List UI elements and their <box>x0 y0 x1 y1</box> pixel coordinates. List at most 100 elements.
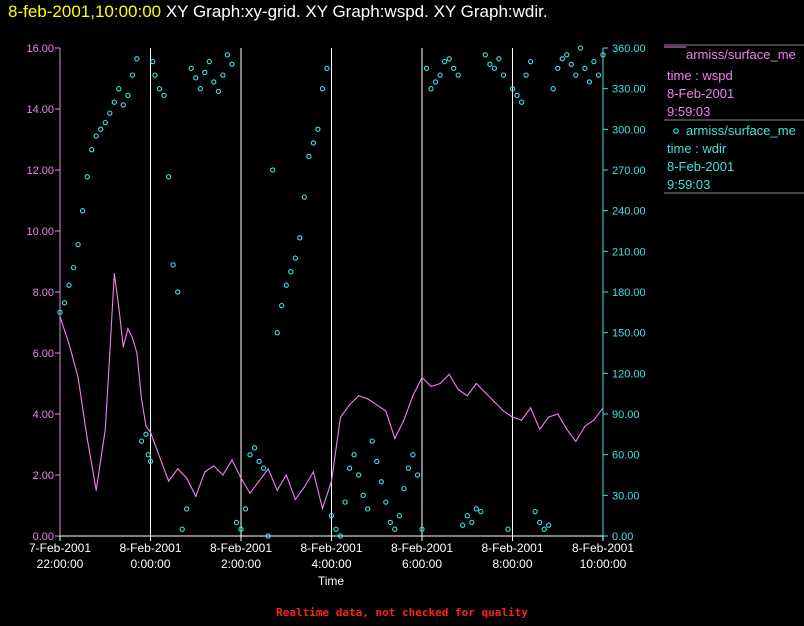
x-axis-tick-time: 2:00:00 <box>221 557 261 571</box>
wspd-point <box>484 392 486 394</box>
wdir-point <box>365 506 371 512</box>
wspd-point <box>249 492 251 494</box>
legend-wspd-variable: time : wspd <box>667 68 733 83</box>
right-axis-tick-label: 0.00 <box>612 531 633 543</box>
wspd-point <box>168 480 170 482</box>
wdir-point <box>79 208 86 214</box>
x-axis-tick-date: 8-Feb-2001 <box>391 541 453 555</box>
x-axis-tick-date: 7-Feb-2001 <box>29 541 91 555</box>
left-axis-tick-label: 0.00 <box>33 531 54 543</box>
wdir-point <box>120 102 126 108</box>
wdir-point <box>129 72 136 78</box>
wspd-point <box>493 401 495 403</box>
legend-wspd-time: 9:59:03 <box>667 104 710 119</box>
wspd-point <box>530 407 532 409</box>
wspd-point <box>539 428 541 430</box>
wspd-point <box>367 398 369 400</box>
wspd-point <box>122 346 124 348</box>
wdir-point <box>175 289 181 295</box>
wspd-point <box>113 273 115 275</box>
wdir-point <box>405 465 412 471</box>
x-axis-tick-time: 6:00:00 <box>402 557 442 571</box>
wdir-point <box>247 452 253 458</box>
left-y-axis: 0.00 2.00 4.00 6.00 8.00 10.00 12.00 14.00 16.00 <box>26 43 61 543</box>
wspd-point <box>557 413 559 415</box>
wspd-point <box>593 419 595 421</box>
wdir-point <box>279 302 285 309</box>
wdir-point <box>274 330 280 336</box>
x-axis-tick-date: 8-Feb-2001 <box>300 541 362 555</box>
wdir-point <box>310 140 317 146</box>
right-axis-tick-label: 180.00 <box>612 287 646 299</box>
wdir-point <box>518 99 525 105</box>
wdir-point <box>527 58 534 65</box>
wspd-point <box>457 389 459 391</box>
wdir-point <box>84 174 90 180</box>
wdir-point <box>573 72 579 78</box>
wdir-point <box>423 65 430 71</box>
wdir-point <box>229 61 235 67</box>
wspd-point <box>95 489 97 491</box>
wspd-point <box>276 489 278 491</box>
wdir-point <box>537 519 543 526</box>
wdir-point <box>432 79 439 85</box>
wspd-point <box>394 437 396 439</box>
wdir-point <box>591 58 597 65</box>
wdir-point <box>328 513 335 519</box>
wdir-point <box>301 194 307 200</box>
wdir-point <box>392 526 398 532</box>
legend-wdir-time: 9:59:03 <box>667 177 710 192</box>
legend-wdir-circle-marker <box>673 128 679 134</box>
wdir-point <box>89 147 95 153</box>
wdir-point <box>215 88 222 95</box>
wdir-point <box>161 92 167 99</box>
wdir-point <box>478 508 484 515</box>
wspd-point <box>127 328 129 330</box>
x-axis-tick-date: 8-Feb-2001 <box>210 541 272 555</box>
wdir-point <box>224 52 231 58</box>
wdir-point <box>437 72 443 78</box>
wdir-point <box>306 153 312 160</box>
wdir-point <box>360 492 366 498</box>
wspd-point <box>602 407 604 409</box>
right-axis-tick-label: 330.00 <box>612 84 646 96</box>
wspd-point <box>303 486 305 488</box>
wdir-point <box>107 110 113 116</box>
wdir-point <box>514 92 520 99</box>
wdir-point <box>356 472 362 478</box>
wdir-point <box>147 458 154 465</box>
wdir-point <box>220 72 226 78</box>
wdir-point <box>505 526 511 532</box>
wdir-point <box>523 72 529 78</box>
wspd-point <box>312 471 314 473</box>
wdir-point <box>346 465 353 471</box>
wdir-point <box>496 56 502 62</box>
wdir-point <box>419 526 425 532</box>
wdir-point <box>319 86 326 92</box>
wdir-point <box>251 445 258 451</box>
wdir-point <box>455 72 461 78</box>
wdir-point <box>374 458 380 465</box>
wspd-point <box>131 337 133 339</box>
wdir-point <box>145 452 151 458</box>
wdir-point <box>233 519 240 526</box>
wdir-point <box>387 519 393 526</box>
wspd-point <box>68 343 70 345</box>
wdir-point <box>401 485 407 492</box>
legend: armiss/surface_me time : wspd 8-Feb-2001… <box>664 44 804 194</box>
wdir-point <box>333 526 339 532</box>
wdir-point <box>188 65 194 71</box>
wspd-point <box>59 315 61 317</box>
xy-graph: 0.00 2.00 4.00 6.00 8.00 10.00 12.00 14.00 16.00… <box>26 43 804 588</box>
wdir-point <box>93 133 99 139</box>
x-axis-tick-time: 0:00:00 <box>130 557 170 571</box>
wspd-point <box>109 352 111 354</box>
wspd-point <box>403 419 405 421</box>
wdir-point <box>491 65 498 71</box>
wspd-point <box>258 480 260 482</box>
right-axis-tick-label: 90.00 <box>612 409 640 421</box>
wdir-point <box>559 56 565 62</box>
wspd-point <box>86 437 88 439</box>
left-axis-tick-label: 6.00 <box>33 348 54 360</box>
wspd-point <box>294 498 296 500</box>
